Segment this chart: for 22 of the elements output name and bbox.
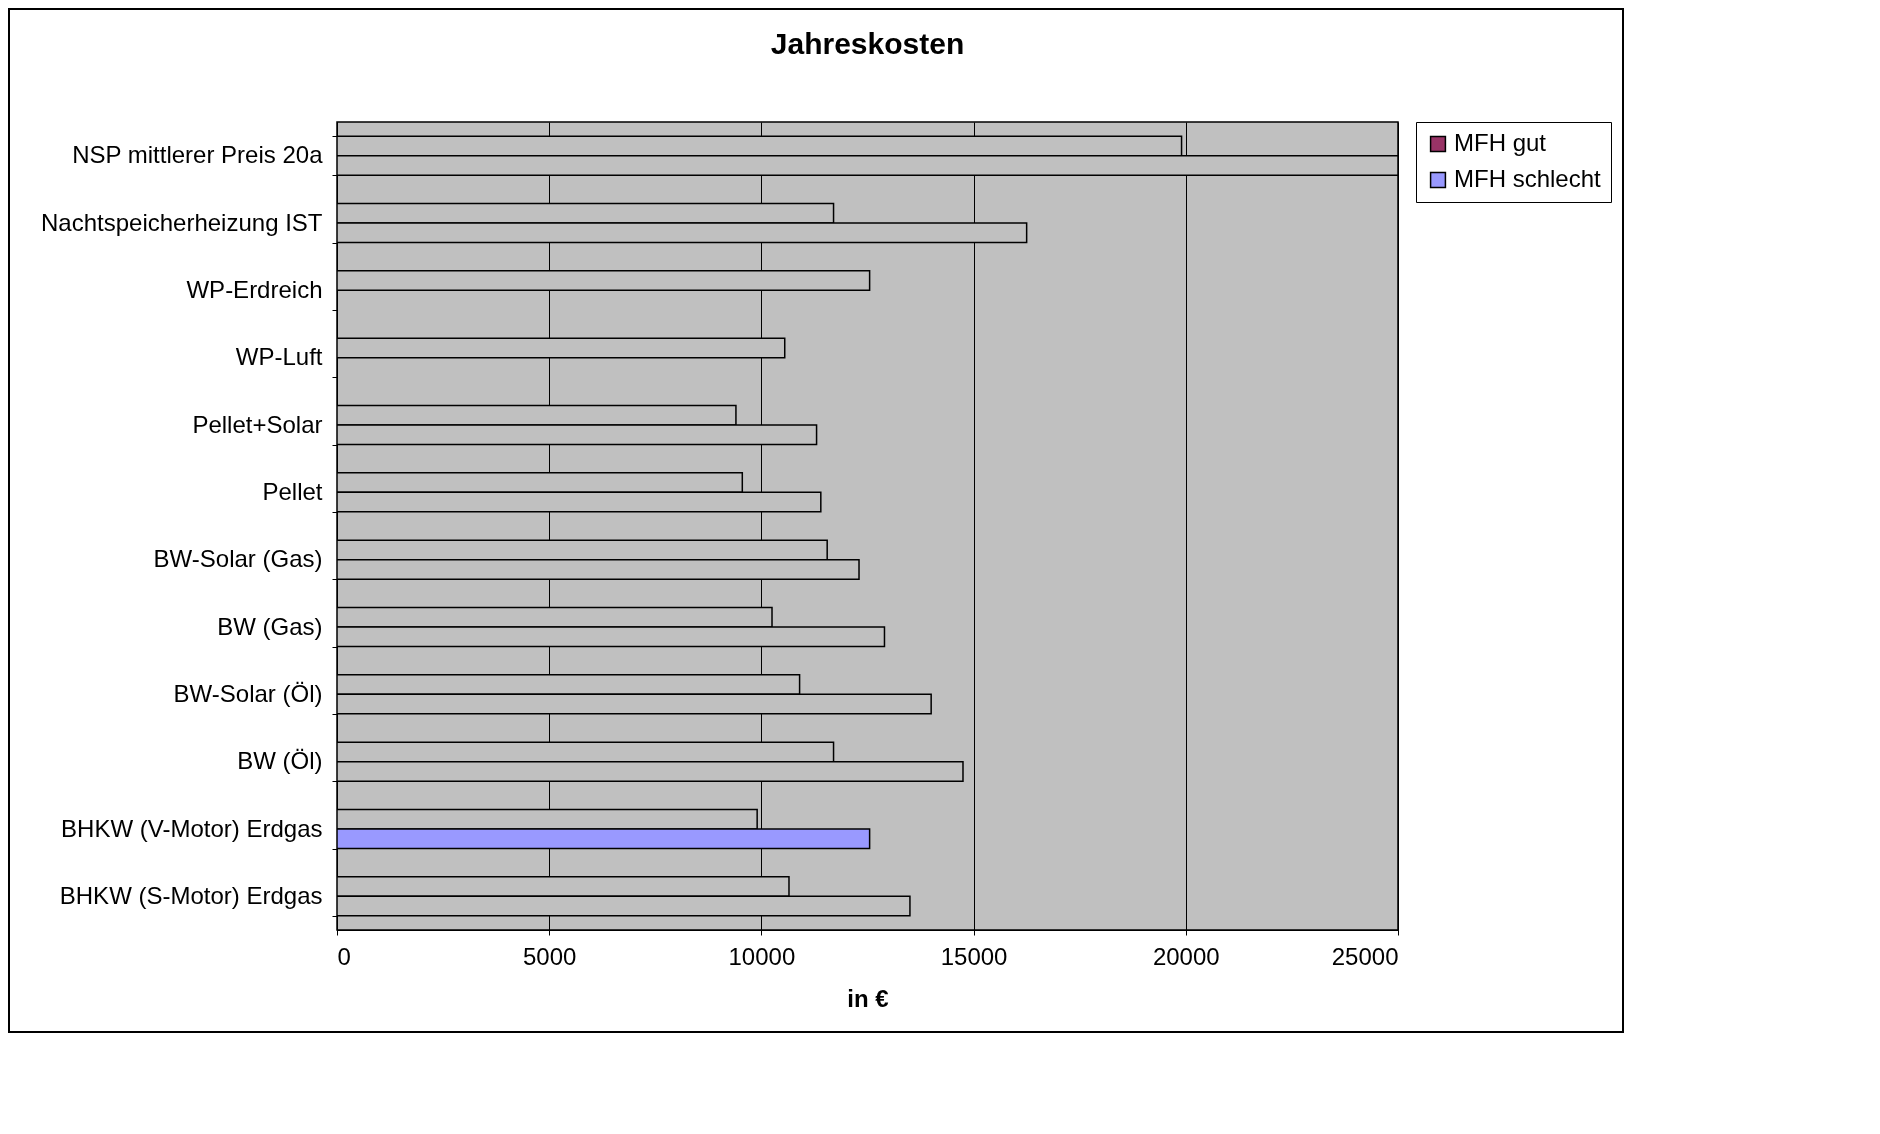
chart-title: Jahreskosten: [770, 27, 965, 60]
x-tick-label: 10000: [728, 942, 796, 970]
x-tick-label: 15000: [940, 942, 1008, 970]
y-tick-label: BHKW (S-Motor) Erdgas: [59, 881, 323, 909]
y-tick-label: BW-Solar (Öl): [173, 679, 323, 707]
y-tick-label: NSP mittlerer Preis 20a: [72, 141, 324, 169]
y-tick-label: BHKW (V-Motor) Erdgas: [61, 814, 323, 842]
x-tick-label: 0: [337, 942, 351, 970]
x-axis-title: in €: [847, 984, 889, 1012]
legend-label: MFH schlecht: [1454, 165, 1602, 192]
y-tick-label: WP-Erdreich: [186, 275, 323, 303]
y-tick-label: Nachtspeicherheizung IST: [41, 208, 323, 236]
y-tick-label: Pellet+Solar: [192, 410, 323, 438]
y-tick-label: BW (Öl): [237, 747, 323, 775]
x-tick-label: 25000: [1331, 942, 1399, 970]
y-tick-label: WP-Luft: [235, 343, 323, 371]
x-tick-label: 5000: [523, 942, 577, 970]
y-tick-label: BW (Gas): [217, 612, 323, 640]
y-tick-label: Pellet: [262, 477, 323, 505]
y-tick-label: BW-Solar (Gas): [153, 545, 323, 573]
x-tick-label: 20000: [1152, 942, 1220, 970]
legend-label: MFH gut: [1454, 129, 1547, 156]
